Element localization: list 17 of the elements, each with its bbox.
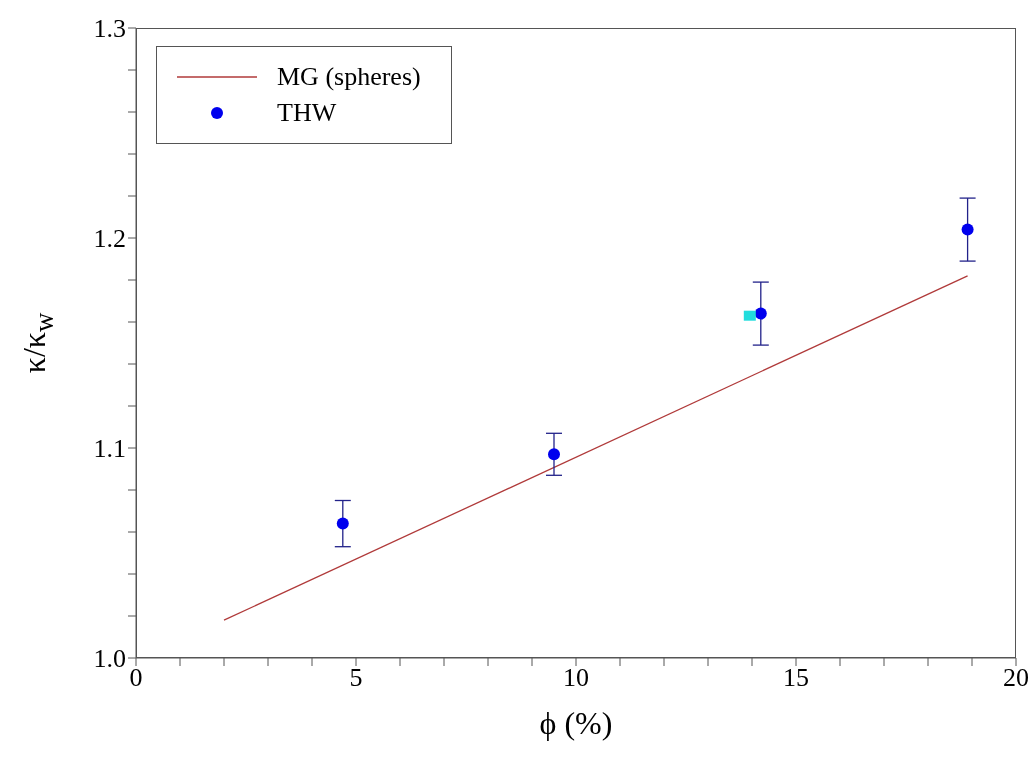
point xyxy=(754,307,767,320)
y-tick-label: 1.1 xyxy=(93,434,126,464)
x-tick-label: 10 xyxy=(563,663,589,693)
legend-label: THW xyxy=(277,98,337,128)
x-tick-label: 15 xyxy=(783,663,809,693)
point xyxy=(743,310,756,321)
legend-label: MG (spheres) xyxy=(277,62,421,92)
y-tick-label: 1.0 xyxy=(93,644,126,674)
point xyxy=(548,448,560,461)
x-tick-label: 20 xyxy=(1003,663,1029,693)
point xyxy=(336,517,349,530)
x-tick-label: 5 xyxy=(349,663,363,693)
x-tick-label: 0 xyxy=(129,663,143,693)
x-axis-title: ϕ (%) xyxy=(538,705,614,742)
point xyxy=(961,223,974,236)
y-tick-label: 1.2 xyxy=(93,224,126,254)
y-tick-label: 1.3 xyxy=(93,14,126,44)
